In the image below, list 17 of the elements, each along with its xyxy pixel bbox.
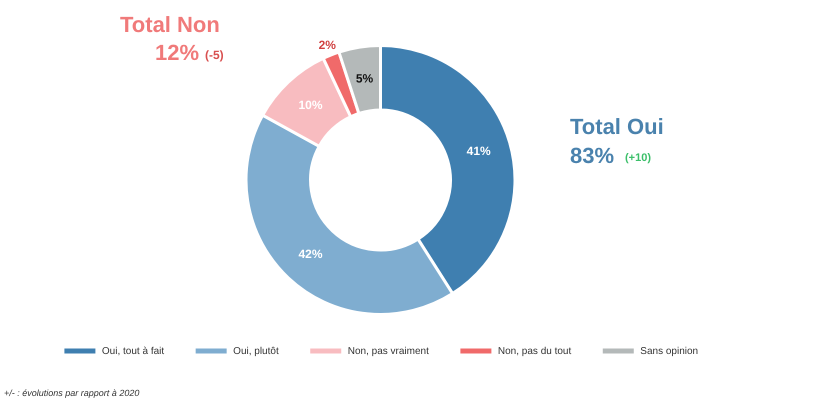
data-label: 42% (298, 246, 323, 261)
text: Total Non (120, 12, 220, 38)
data-label: 5% (356, 71, 374, 86)
legend-label: Non, pas du tout (498, 346, 572, 357)
text: (-5) (205, 48, 224, 62)
text: (+10) (625, 152, 651, 164)
text: +/- : évolutions par rapport à 2020 (4, 388, 140, 398)
legend-label: Non, pas vraiment (348, 346, 430, 357)
text: 83% (570, 143, 614, 169)
legend-label: Oui, plutôt (233, 346, 279, 357)
text: Total Oui (570, 114, 664, 140)
legend-label: Sans opinion (640, 346, 698, 357)
data-label: 2% (318, 38, 336, 52)
data-label: 41% (466, 144, 491, 158)
data-label: 10% (298, 98, 323, 112)
legend-label: Oui, tout à fait (102, 346, 164, 357)
text: 12% (155, 40, 200, 66)
